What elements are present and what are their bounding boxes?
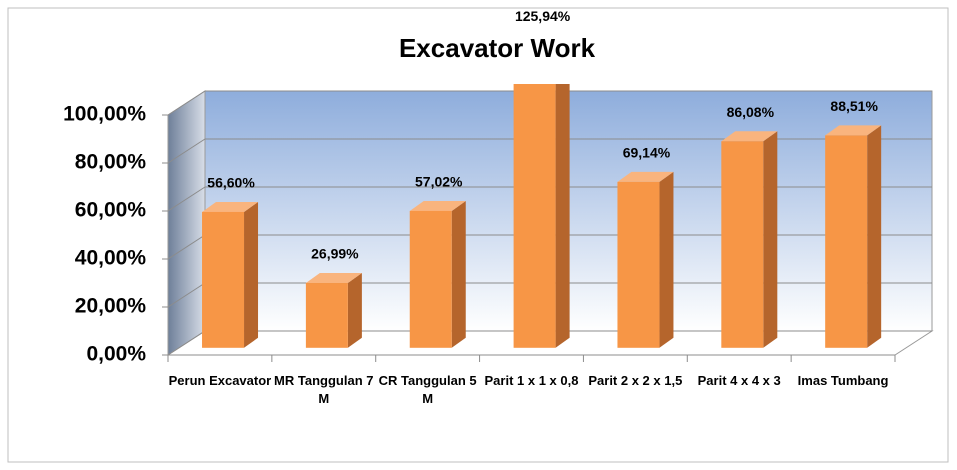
- bar: [305, 283, 348, 348]
- x-tick-label: MR Tanggulan 7 M: [274, 373, 374, 406]
- data-label: 86,08%: [727, 104, 775, 120]
- x-tick-label: Parit 4 x 4 x 3: [697, 373, 781, 388]
- bar-side: [347, 273, 362, 348]
- x-label-box: Parit 1 x 1 x 0,8: [484, 373, 579, 388]
- bar-top: [305, 273, 362, 284]
- bar-side: [867, 125, 882, 348]
- bar-top: [721, 131, 778, 142]
- data-label: 57,02%: [415, 174, 463, 190]
- grid-line: [167, 186, 932, 212]
- bar-side: [244, 201, 259, 348]
- grid-line: [167, 90, 932, 116]
- bars: [202, 84, 882, 348]
- data-label: 69,14%: [623, 145, 671, 161]
- x-label-box: Perun Excavator: [168, 373, 272, 388]
- bar: [617, 181, 660, 348]
- data-label: 88,51%: [830, 98, 878, 114]
- bar-top: [617, 171, 674, 182]
- x-tick-label: Parit 2 x 2 x 1,5: [588, 373, 683, 388]
- chart-title: Excavator Work: [399, 33, 596, 63]
- y-tick-label: 80,00%: [75, 151, 147, 174]
- bar: [825, 135, 868, 348]
- y-tick-label: 40,00%: [75, 247, 147, 270]
- data-label: 56,60%: [207, 175, 255, 191]
- grid-line: [167, 138, 932, 164]
- x-label-box: MR Tanggulan 7 M: [274, 373, 374, 406]
- side-wall: [167, 90, 206, 356]
- bar-side: [659, 171, 674, 348]
- x-tick-label: Parit 1 x 1 x 0,8: [484, 373, 579, 388]
- x-label-box: Parit 4 x 4 x 3: [697, 373, 781, 388]
- bar-top: [825, 125, 882, 136]
- y-tick-label: 0,00%: [86, 343, 146, 366]
- y-tick-label: 20,00%: [75, 295, 147, 318]
- y-tick-label: 60,00%: [75, 199, 147, 222]
- bar: [513, 84, 556, 348]
- bar-top: [409, 200, 466, 211]
- bar: [721, 141, 764, 348]
- bar: [202, 211, 245, 348]
- data-label: 26,99%: [311, 246, 359, 262]
- bar-side: [555, 84, 570, 348]
- data-label: 125,94%: [515, 8, 571, 24]
- x-label-box: Imas Tumbang: [797, 373, 889, 388]
- y-tick-label: 100,00%: [63, 103, 146, 126]
- bar-top: [202, 201, 259, 212]
- x-tick-label: Perun Excavator: [168, 373, 272, 388]
- bar: [409, 210, 452, 348]
- bar-side: [451, 200, 466, 348]
- x-label-box: CR Tanggulan 5 M: [378, 373, 477, 406]
- x-tick-label: Imas Tumbang: [797, 373, 889, 388]
- x-label-box: Parit 2 x 2 x 1,5: [588, 373, 683, 388]
- x-tick-label: CR Tanggulan 5 M: [378, 373, 477, 406]
- bar-side: [763, 131, 778, 348]
